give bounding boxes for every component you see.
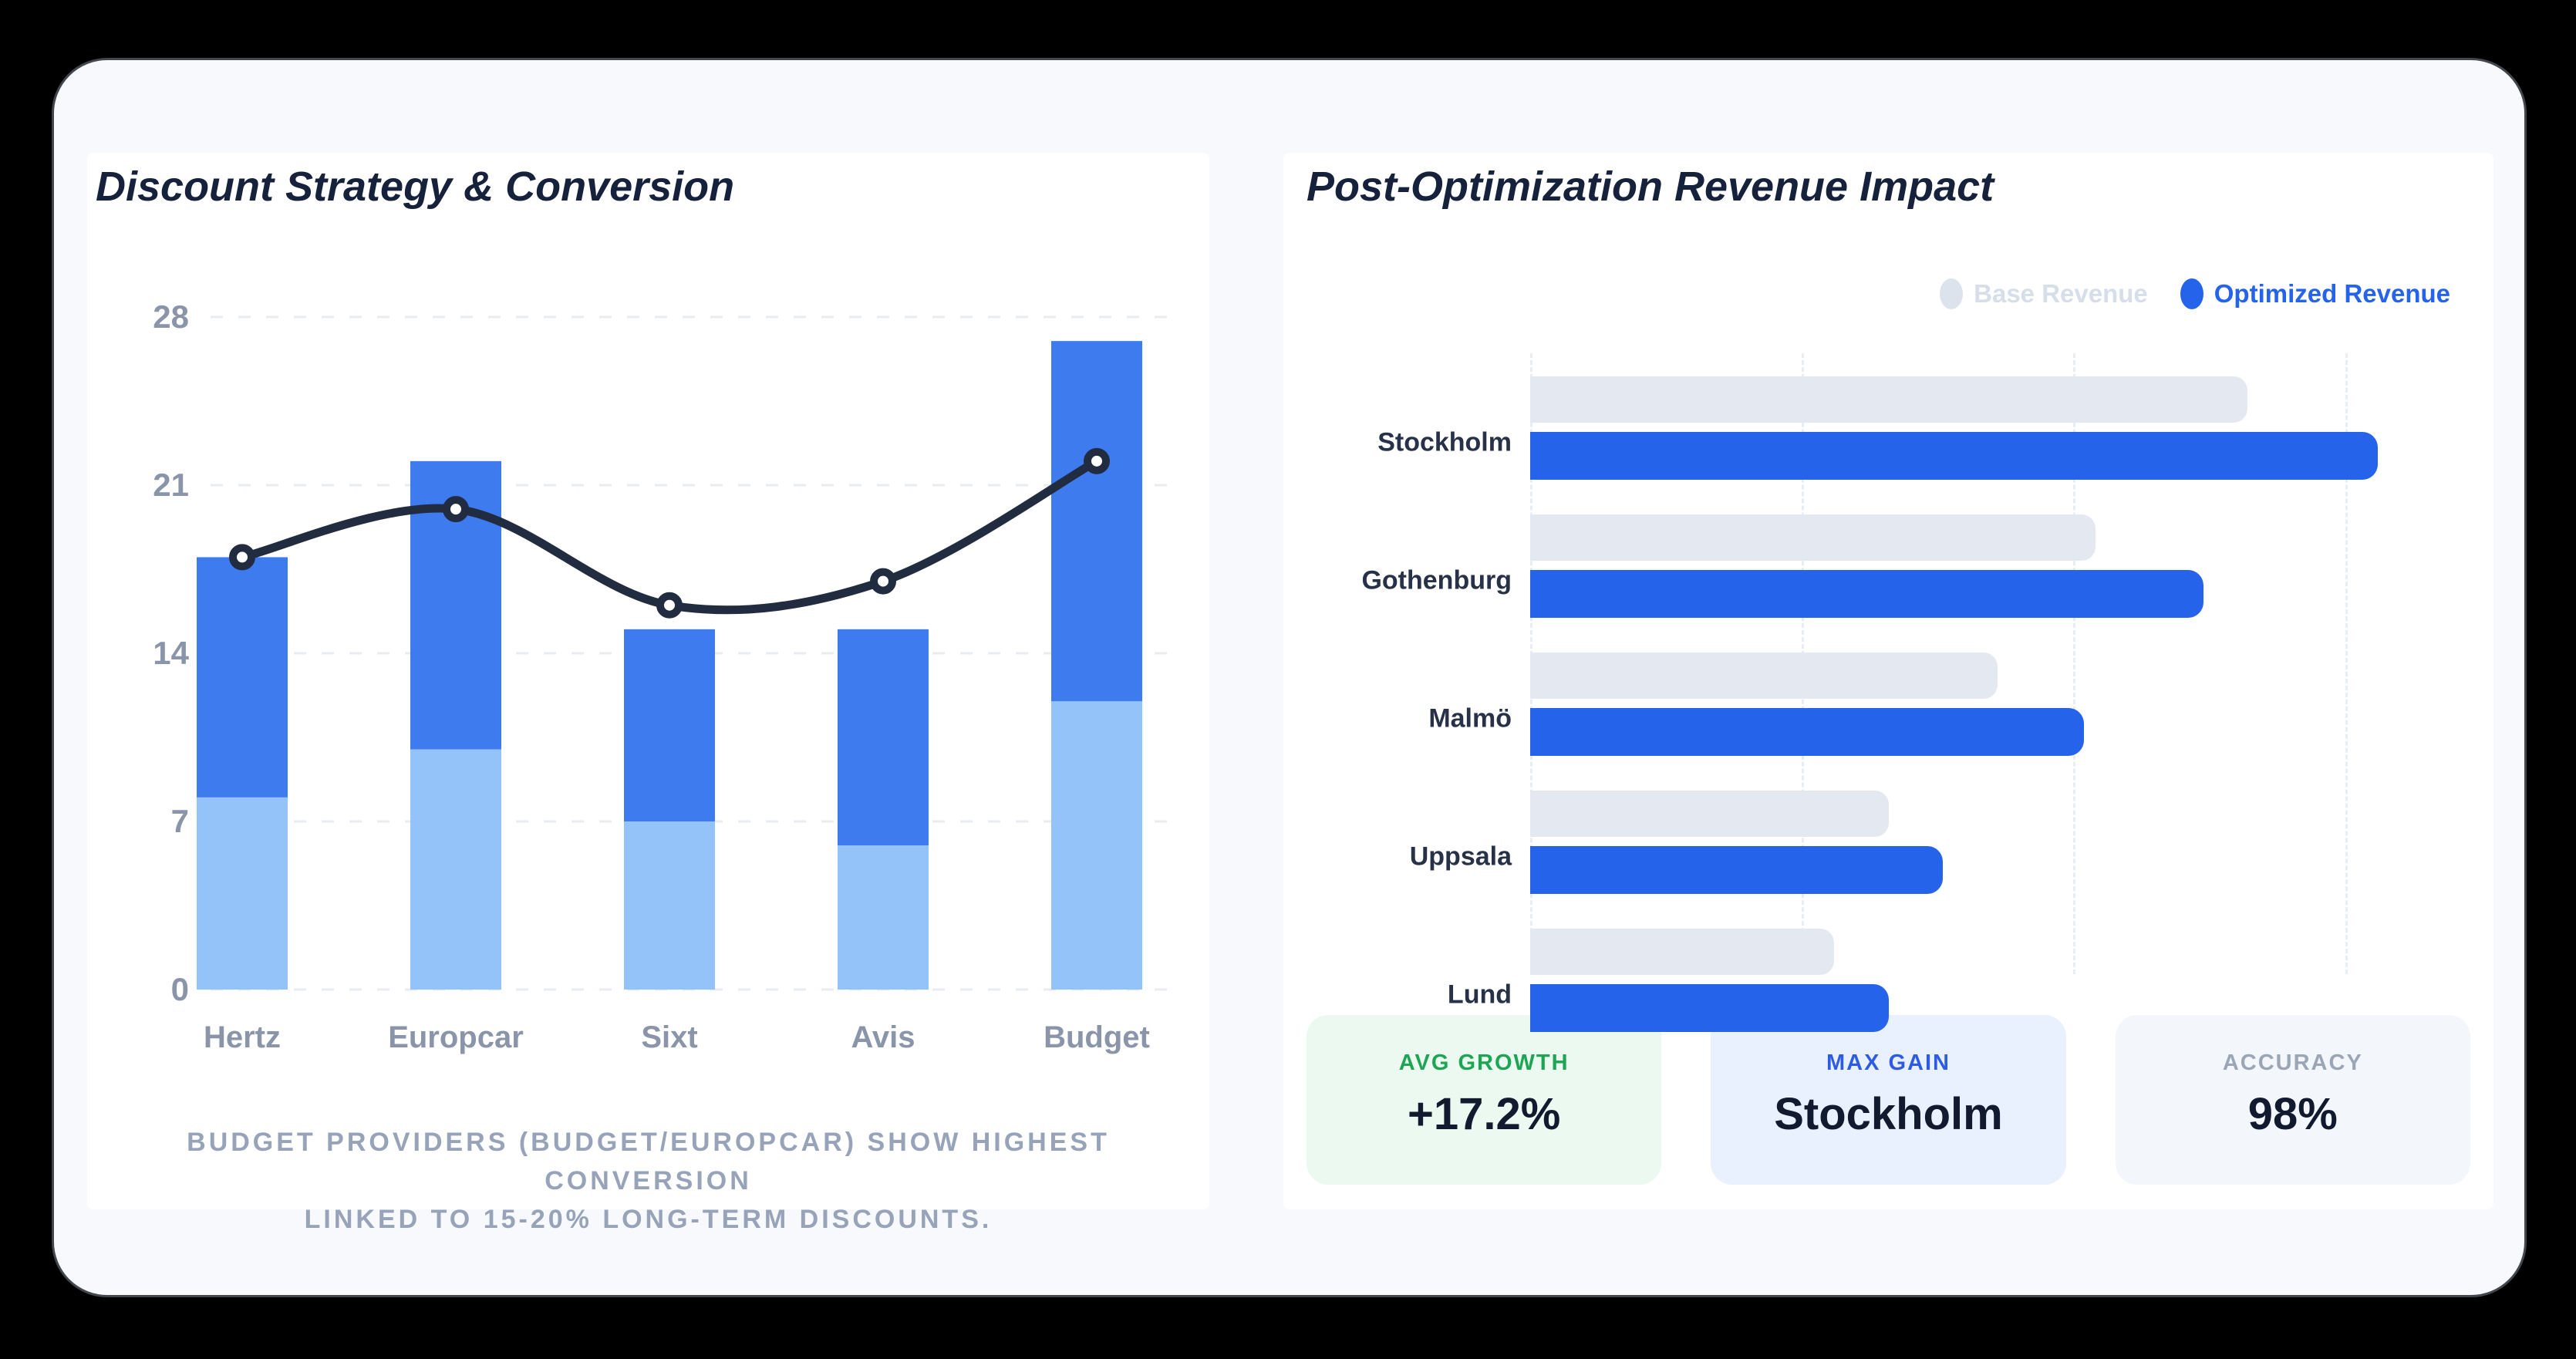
- x-category-label: Hertz: [204, 1020, 281, 1054]
- optimized-revenue-swatch-icon: [2180, 278, 2203, 309]
- y-tick-label: 0: [171, 971, 189, 1007]
- bar-dark-segment: [624, 629, 715, 821]
- stat-label: ACCURACY: [2222, 1050, 2363, 1075]
- optimized-revenue-bar: [1530, 708, 2085, 756]
- city-row: Lund: [1283, 929, 2493, 1051]
- bar-dark-segment: [197, 557, 288, 798]
- line-point: [229, 544, 255, 571]
- discount-conversion-chart: 28 21 14 7 0 Hertz Europcar Sixt Avis Budget: [153, 298, 1178, 1054]
- y-tick-label: 7: [171, 803, 189, 839]
- x-category-label: Budget: [1044, 1020, 1150, 1054]
- chart-legend: Base Revenue Optimized Revenue: [1940, 278, 2450, 309]
- x-category-label: Europcar: [388, 1020, 524, 1054]
- city-label: Gothenburg: [1361, 565, 1512, 595]
- bar-dark-segment: [838, 629, 929, 846]
- city-label: Uppsala: [1409, 841, 1512, 872]
- x-category-label: Avis: [851, 1020, 915, 1054]
- optimized-revenue-bar: [1530, 570, 2204, 618]
- city-label: Malmö: [1428, 703, 1512, 733]
- base-revenue-bar: [1530, 514, 2096, 561]
- bar-light-segment: [838, 845, 929, 990]
- base-revenue-swatch-icon: [1940, 278, 1964, 309]
- line-point: [443, 496, 469, 523]
- stat-card-max-gain: MAX GAIN Stockholm: [1711, 1015, 2066, 1185]
- revenue-impact-chart: Stockholm Gothenburg Malmö Uppsala Lund: [1283, 353, 2493, 1032]
- stat-value: +17.2%: [1408, 1089, 1561, 1139]
- stat-card-avg-growth: AVG GROWTH +17.2%: [1307, 1015, 1662, 1185]
- base-revenue-bar: [1530, 653, 1998, 699]
- y-tick-label: 21: [153, 467, 189, 503]
- caption-line-1: BUDGET PROVIDERS (BUDGET/EUROPCAR) SHOW …: [187, 1128, 1110, 1195]
- bar-light-segment: [624, 821, 715, 990]
- legend-item-optimized-revenue[interactable]: Optimized Revenue: [2180, 278, 2450, 309]
- v-gridline: [2073, 353, 2076, 974]
- base-revenue-bar: [1530, 929, 1835, 975]
- stat-label: AVG GROWTH: [1398, 1050, 1570, 1075]
- bar-light-segment: [1051, 701, 1142, 990]
- caption-line-2: LINKED TO 15-20% LONG-TERM DISCOUNTS.: [304, 1205, 993, 1234]
- v-gridline: [2345, 353, 2348, 974]
- legend-item-base-revenue[interactable]: Base Revenue: [1940, 278, 2148, 309]
- base-revenue-bar: [1530, 376, 2247, 423]
- bar-light-segment: [197, 797, 288, 990]
- left-chart-title: Discount Strategy & Conversion: [96, 164, 735, 210]
- left-chart-caption: BUDGET PROVIDERS (BUDGET/EUROPCAR) SHOW …: [87, 1123, 1209, 1239]
- line-point: [870, 568, 896, 595]
- bar-light-segment: [410, 749, 501, 990]
- city-row: Gothenburg: [1283, 514, 2493, 637]
- y-tick-label: 28: [153, 298, 189, 335]
- dashboard-panel: Discount Strategy & Conversion 28 21 14 7 0 H…: [52, 58, 2527, 1297]
- y-tick-label: 14: [153, 635, 189, 671]
- revenue-impact-card: Post-Optimization Revenue Impact Base Re…: [1283, 153, 2493, 1209]
- bar-dark-segment: [1051, 341, 1142, 702]
- optimized-revenue-bar: [1530, 846, 1944, 894]
- x-category-label: Sixt: [641, 1020, 697, 1054]
- city-row: Stockholm: [1283, 376, 2493, 499]
- city-row: Uppsala: [1283, 791, 2493, 913]
- stat-value: Stockholm: [1774, 1089, 2003, 1139]
- city-label: Stockholm: [1377, 427, 1512, 457]
- city-label: Lund: [1447, 980, 1512, 1010]
- right-chart-title: Post-Optimization Revenue Impact: [1307, 164, 1994, 210]
- conversion-line: [238, 457, 1101, 615]
- line-point: [656, 592, 683, 619]
- line-point: [1084, 447, 1110, 474]
- discount-conversion-card: Discount Strategy & Conversion 28 21 14 7 0 H…: [87, 153, 1209, 1234]
- optimized-revenue-bar: [1530, 984, 1889, 1032]
- optimized-revenue-bar: [1530, 432, 2378, 480]
- stat-value: 98%: [2247, 1089, 2338, 1139]
- stat-cards-row: AVG GROWTH +17.2% MAX GAIN Stockholm ACC…: [1307, 1015, 2470, 1185]
- stat-card-accuracy: ACCURACY 98%: [2115, 1015, 2470, 1185]
- base-revenue-bar: [1530, 791, 1889, 837]
- city-row: Malmö: [1283, 653, 2493, 775]
- stat-label: MAX GAIN: [1826, 1050, 1951, 1075]
- legend-label: Optimized Revenue: [2214, 279, 2450, 308]
- legend-label: Base Revenue: [1974, 279, 2148, 308]
